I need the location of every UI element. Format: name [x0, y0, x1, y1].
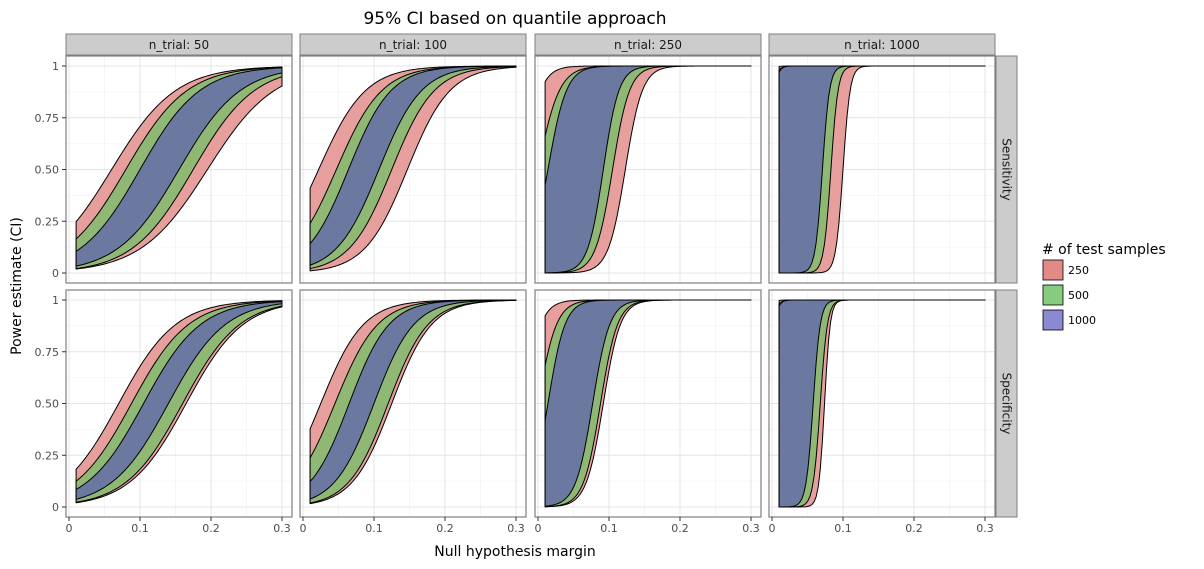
- x-tick-label: 0.3: [976, 522, 994, 535]
- x-tick-label: 0.3: [273, 522, 291, 535]
- x-tick-label: 0.1: [131, 522, 149, 535]
- panel-border: [299, 289, 527, 518]
- y-tick-label: 0.75: [35, 112, 60, 125]
- ci-band-1000: [544, 299, 752, 507]
- y-tick-label: 1: [52, 60, 59, 73]
- x-tick-label: 0.2: [905, 522, 923, 535]
- panel-border: [299, 55, 527, 284]
- y-axis-label: Power estimate (CI): [9, 217, 25, 355]
- x-tick-label: 0.3: [742, 522, 760, 535]
- x-tick-label: 0.3: [507, 522, 525, 535]
- y-tick-label: 0.50: [35, 164, 60, 177]
- x-tick-label: 0: [769, 522, 776, 535]
- y-tick-label: 0.50: [35, 398, 60, 411]
- ci-band-1000: [75, 67, 283, 267]
- facet-strip-col-label: n_trial: 1000: [844, 38, 920, 52]
- legend-key-250: [1042, 259, 1064, 281]
- facet-strip-row-label: Sensitivity: [1000, 138, 1014, 200]
- facet-strip-col: [534, 33, 762, 56]
- x-tick-label: 0.1: [365, 522, 383, 535]
- y-tick-label: 0: [52, 267, 59, 280]
- facet-strip-row: [995, 55, 1018, 284]
- facet-strip-row-label: Specificity: [1000, 373, 1014, 435]
- legend: # of test samples 250 500 1000: [1042, 242, 1166, 331]
- y-tick-label: 0: [52, 501, 59, 514]
- ci-band-1000: [75, 301, 283, 500]
- y-tick-label: 1: [52, 294, 59, 307]
- y-tick-label: 0.25: [35, 215, 60, 228]
- x-tick-label: 0: [535, 522, 542, 535]
- legend-title: # of test samples: [1042, 242, 1166, 258]
- x-tick-label: 0.2: [436, 522, 454, 535]
- legend-label: 500: [1068, 289, 1089, 302]
- y-tick-label: 0.25: [35, 449, 60, 462]
- x-tick-label: 0: [300, 522, 307, 535]
- panel-border: [534, 289, 762, 518]
- y-tick-label: 0.75: [35, 346, 60, 359]
- x-tick-label: 0.2: [202, 522, 220, 535]
- facet-strip-col: [768, 33, 996, 56]
- x-tick-label: 0.2: [671, 522, 689, 535]
- frame-layer: [62, 33, 1018, 521]
- ci-band-1000: [309, 65, 517, 266]
- panel-border: [534, 55, 762, 284]
- ci-band-1000: [778, 65, 986, 274]
- facet-strip-row: [995, 289, 1018, 518]
- facet-strip-col: [65, 33, 293, 56]
- ci-band-1000: [309, 299, 517, 500]
- x-tick-label: 0: [66, 522, 73, 535]
- legend-label: 250: [1068, 264, 1089, 277]
- text-layer: 95% CI based on quantile approach Null h…: [9, 9, 1014, 560]
- ci-band-1000: [778, 299, 986, 508]
- ci-band-1000: [544, 65, 752, 274]
- chart-title: 95% CI based on quantile approach: [363, 9, 666, 29]
- facet-strip-col-label: n_trial: 250: [614, 38, 682, 52]
- band-layer: [75, 65, 986, 508]
- panel-border: [768, 55, 996, 284]
- facet-strip-col-label: n_trial: 50: [149, 38, 209, 52]
- legend-entries: 250 500 1000: [1042, 259, 1096, 331]
- legend-label: 1000: [1068, 314, 1096, 327]
- legend-key-500: [1042, 284, 1064, 306]
- x-tick-label: 0.1: [834, 522, 852, 535]
- x-axis-label: Null hypothesis margin: [434, 544, 595, 560]
- panel-border: [768, 289, 996, 518]
- facet-strip-col: [299, 33, 527, 56]
- x-tick-label: 0.1: [600, 522, 618, 535]
- legend-key-1000: [1042, 309, 1064, 331]
- facet-strip-col-label: n_trial: 100: [379, 38, 447, 52]
